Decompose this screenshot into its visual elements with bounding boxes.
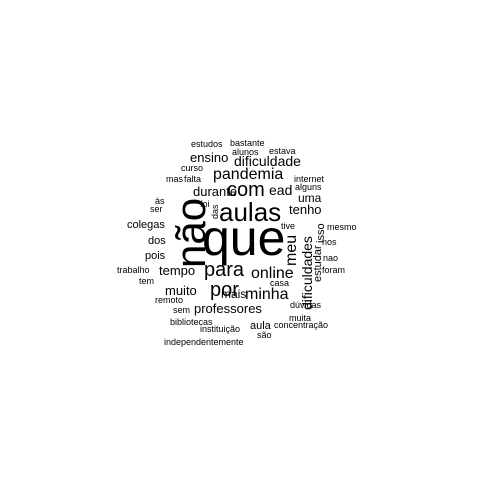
cloud-word: são <box>257 330 272 340</box>
cloud-word: minha <box>245 286 289 303</box>
cloud-word: professores <box>194 301 262 316</box>
cloud-word: mesmo <box>327 222 357 232</box>
cloud-word: tempo <box>159 263 196 278</box>
cloud-word: mas <box>166 174 184 184</box>
cloud-word: uma <box>298 191 322 205</box>
cloud-word: dificuldade <box>234 153 301 169</box>
cloud-word: aula <box>250 320 271 332</box>
cloud-word: tive <box>281 221 296 231</box>
cloud-word: falta <box>184 174 202 184</box>
cloud-word: meu <box>283 234 300 266</box>
cloud-word: às <box>155 196 165 206</box>
cloud-word: online <box>251 265 294 282</box>
cloud-word: trabalho <box>117 265 150 275</box>
cloud-word: aulas <box>219 197 282 227</box>
cloud-word: sem <box>173 305 191 315</box>
cloud-word: ser <box>150 204 163 214</box>
cloud-word: pandemia <box>213 166 284 183</box>
cloud-word: dos <box>148 235 166 247</box>
cloud-word: curso <box>181 163 204 173</box>
cloud-word: estudos <box>191 139 223 149</box>
cloud-word: estudar <box>312 245 324 282</box>
cloud-word: ensino <box>190 150 229 165</box>
cloud-word: alguns <box>295 182 322 192</box>
cloud-word: casa <box>270 278 290 288</box>
cloud-word: das <box>210 204 220 219</box>
cloud-word: foram <box>322 265 346 275</box>
cloud-word: alunos <box>232 147 259 157</box>
cloud-word: pois <box>145 250 166 262</box>
cloud-word: dúvidas <box>290 300 322 310</box>
cloud-word: internet <box>294 174 325 184</box>
cloud-word: que <box>202 210 286 266</box>
cloud-word: muito <box>165 283 197 298</box>
cloud-word: nao <box>323 253 339 263</box>
cloud-word: remoto <box>155 295 184 305</box>
cloud-word: tenho <box>289 202 322 217</box>
cloud-word: bibliotecas <box>170 317 213 327</box>
cloud-word: muita <box>289 313 312 323</box>
cloud-word: concentração <box>274 320 329 330</box>
cloud-word: colegas <box>127 219 165 231</box>
cloud-word: mais <box>221 287 247 301</box>
cloud-word: ead <box>269 182 293 198</box>
cloud-word: nos <box>322 237 337 247</box>
cloud-word: estava <box>269 146 296 156</box>
cloud-word: para <box>204 259 245 281</box>
cloud-word: com <box>227 179 265 201</box>
cloud-word: foi <box>200 199 210 209</box>
cloud-word: independentemente <box>164 337 244 347</box>
cloud-word: instituição <box>200 324 241 334</box>
cloud-word: bastante <box>230 138 265 148</box>
cloud-word: tem <box>139 276 155 286</box>
cloud-word: por <box>210 279 239 301</box>
cloud-word: durante <box>193 184 238 199</box>
